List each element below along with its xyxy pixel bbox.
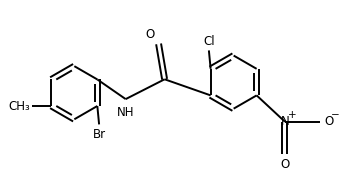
Text: O: O — [145, 28, 154, 41]
Text: N: N — [281, 115, 289, 128]
Text: −: − — [331, 110, 339, 120]
Text: Br: Br — [92, 128, 105, 141]
Text: Cl: Cl — [203, 35, 215, 48]
Text: +: + — [289, 110, 297, 120]
Text: O: O — [280, 158, 290, 171]
Text: O: O — [325, 115, 334, 128]
Text: NH: NH — [117, 106, 135, 119]
Text: CH₃: CH₃ — [8, 99, 30, 112]
